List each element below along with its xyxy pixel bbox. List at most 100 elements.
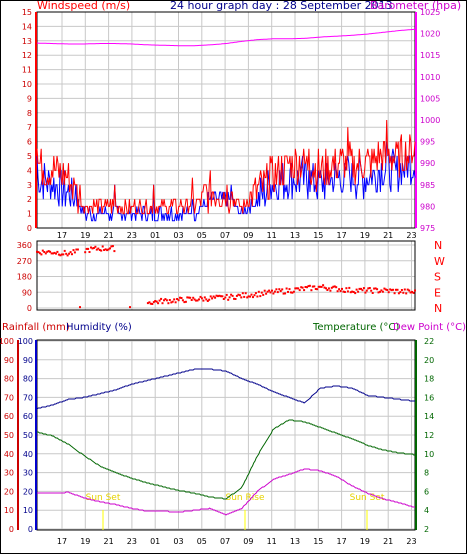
humidity-tick-label: 90 (23, 356, 33, 365)
direction-point (168, 299, 171, 301)
windspeed-tick-label: 9 (27, 94, 32, 103)
direction-point (327, 287, 330, 290)
humidity-tick-label: 30 (23, 469, 33, 478)
direction-point (233, 297, 235, 300)
windspeed-tick-label: 0 (27, 224, 32, 233)
direction-point (181, 299, 184, 302)
direction-point (238, 294, 241, 297)
direction-point (285, 287, 288, 290)
direction-point (209, 295, 212, 298)
x-tick-label: 15 (313, 231, 323, 240)
barometer-tick-label: 1000 (420, 116, 440, 125)
direction-point (57, 253, 60, 256)
direction-point (343, 291, 346, 293)
direction-point (247, 295, 250, 298)
barometer-tick-label: 995 (420, 138, 435, 147)
direction-point (411, 290, 414, 293)
x-tick-label: 13 (290, 537, 300, 546)
direction-point (68, 252, 71, 255)
direction-point (317, 285, 320, 288)
temperature-line (37, 419, 415, 500)
direction-point (222, 298, 225, 300)
direction-point (396, 288, 399, 291)
direction-point (403, 288, 406, 291)
direction-point (386, 289, 389, 291)
direction-point (307, 285, 310, 288)
direction-point (276, 291, 279, 294)
direction-point (260, 291, 263, 294)
direction-point (308, 284, 311, 287)
direction-point (329, 289, 332, 292)
direction-point (88, 251, 91, 253)
windspeed-tick-label: 10 (22, 80, 32, 89)
direction-point (196, 299, 199, 302)
rainfall-tick-label: 90 (4, 356, 14, 365)
direction-point (189, 296, 192, 299)
direction-point (170, 301, 173, 304)
dewpoint-line (37, 468, 415, 516)
direction-point (301, 286, 304, 289)
bottom-x-tick-labels: 17 19 21 23 01 03 05 07 09 11 13 15 17 19 21 23 (57, 537, 417, 546)
windspeed-tick-label: 2 (27, 195, 32, 204)
direction-point (92, 247, 95, 249)
direction-point (374, 287, 377, 290)
direction-point (298, 289, 301, 292)
x-tick-label: 09 (243, 537, 253, 546)
direction-point (200, 297, 203, 300)
direction-point (71, 253, 73, 256)
direction-point (190, 299, 193, 301)
direction-point (129, 306, 131, 309)
humidity-tick-label: 10 (23, 506, 33, 515)
direction-point (355, 288, 358, 291)
direction-point (269, 291, 272, 294)
direction-point (186, 296, 189, 299)
direction-point (291, 291, 294, 294)
direction-point (397, 292, 400, 295)
rainfall-tick-label: 100 (0, 337, 14, 346)
direction-point (399, 291, 402, 294)
barometer-tick-label: 1010 (420, 73, 440, 82)
direction-point (219, 295, 222, 298)
direction-point (111, 245, 114, 248)
direction-point (384, 288, 387, 291)
sun-marker-label: Sun Set (86, 493, 121, 503)
direction-point (211, 297, 214, 300)
direction-point (72, 249, 75, 252)
direction-point (393, 292, 396, 295)
temperature-tick-label: 20 (424, 356, 434, 365)
rainfall-tick-label: 50 (4, 431, 14, 440)
humidity-tick-label: 40 (23, 450, 33, 459)
direction-point (44, 252, 47, 255)
direction-point (65, 252, 68, 255)
direction-point (167, 302, 170, 305)
direction-point (365, 289, 368, 292)
chart-title: 24 hour graph day : 28 September 2013 (170, 0, 393, 12)
windspeed-tick-label: 14 (22, 22, 32, 31)
x-tick-label: 03 (173, 537, 183, 546)
direction-point (352, 291, 355, 293)
direction-point (154, 300, 157, 302)
humidity-line (36, 368, 415, 410)
direction-point (110, 245, 113, 248)
direction-point (273, 290, 276, 293)
direction-point (173, 298, 176, 301)
direction-point (95, 248, 98, 251)
direction-point (180, 297, 183, 299)
direction-point (184, 300, 187, 303)
direction-point (79, 306, 81, 309)
direction-point (351, 290, 354, 293)
direction-point (348, 286, 351, 289)
windspeed-tick-label: 3 (27, 181, 32, 190)
direction-point (176, 298, 179, 300)
x-tick-label: 23 (406, 537, 416, 546)
rainfall-tick-label: 40 (4, 450, 14, 459)
direction-point (250, 293, 253, 296)
direction-point (208, 298, 211, 301)
direction-point (342, 290, 345, 293)
direction-point (408, 289, 411, 292)
direction-point (311, 285, 314, 288)
barometer-tick-label: 990 (420, 159, 435, 168)
direction-point (50, 252, 53, 255)
